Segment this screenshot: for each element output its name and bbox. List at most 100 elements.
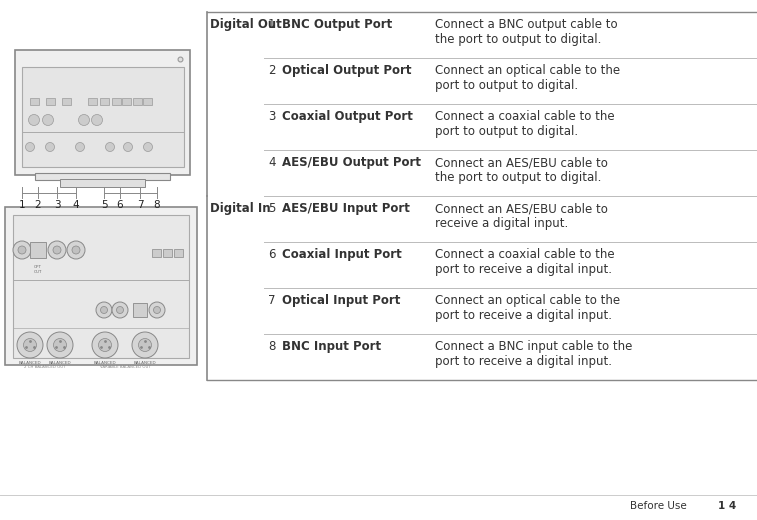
Text: port to output to digital.: port to output to digital. (435, 125, 578, 138)
Circle shape (96, 302, 112, 318)
Bar (35, 173, 170, 180)
Text: Connect a coaxial cable to the: Connect a coaxial cable to the (435, 110, 615, 123)
Circle shape (67, 241, 85, 259)
Text: Before Use: Before Use (630, 501, 687, 511)
Text: Digital In: Digital In (210, 202, 270, 215)
Bar (174, 249, 183, 257)
Text: BALANCED: BALANCED (134, 361, 156, 365)
Circle shape (79, 114, 89, 125)
Bar (122, 98, 131, 105)
Circle shape (123, 142, 132, 151)
Circle shape (132, 332, 158, 358)
Text: BALANCED: BALANCED (94, 361, 117, 365)
Text: port to receive a digital input.: port to receive a digital input. (435, 309, 612, 322)
Circle shape (29, 114, 39, 125)
Circle shape (149, 302, 165, 318)
Bar (30, 98, 39, 105)
Bar (5, 207, 197, 365)
Bar (22, 67, 184, 167)
Text: 4: 4 (268, 156, 276, 169)
Bar (163, 249, 172, 257)
Circle shape (53, 246, 61, 254)
Text: port to receive a digital input.: port to receive a digital input. (435, 263, 612, 276)
Circle shape (154, 306, 160, 314)
Text: BNC Output Port: BNC Output Port (282, 18, 392, 31)
Text: receive a digital input.: receive a digital input. (435, 217, 569, 230)
Text: 7: 7 (268, 294, 276, 307)
Text: the port to output to digital.: the port to output to digital. (435, 171, 601, 184)
Circle shape (98, 339, 111, 352)
Text: 1: 1 (268, 18, 276, 31)
Text: BNC Input Port: BNC Input Port (282, 340, 381, 353)
Text: 8: 8 (268, 340, 276, 353)
Text: 5: 5 (268, 202, 276, 215)
Circle shape (112, 302, 128, 318)
Bar (15, 50, 190, 175)
Circle shape (13, 241, 31, 259)
Bar (30, 242, 46, 258)
Text: port to receive a digital input.: port to receive a digital input. (435, 355, 612, 368)
Bar (133, 98, 142, 105)
Text: Connect a BNC output cable to: Connect a BNC output cable to (435, 18, 618, 31)
Text: Connect an AES/EBU cable to: Connect an AES/EBU cable to (435, 156, 608, 169)
Text: VARIABLE BALANCED OUT: VARIABLE BALANCED OUT (100, 365, 151, 369)
Circle shape (76, 142, 85, 151)
Text: Optical Input Port: Optical Input Port (282, 294, 400, 307)
Circle shape (92, 332, 118, 358)
Text: 3: 3 (268, 110, 276, 123)
Text: 7: 7 (137, 200, 143, 210)
Text: AES/EBU Input Port: AES/EBU Input Port (282, 202, 410, 215)
Text: 6: 6 (268, 248, 276, 261)
Text: 3: 3 (54, 200, 61, 210)
Bar (62, 98, 71, 105)
Circle shape (54, 339, 67, 352)
Bar (152, 249, 161, 257)
Circle shape (18, 246, 26, 254)
Text: Connect an AES/EBU cable to: Connect an AES/EBU cable to (435, 202, 608, 215)
Text: 2: 2 (35, 200, 42, 210)
Bar (60, 179, 145, 187)
Text: Coaxial Output Port: Coaxial Output Port (282, 110, 413, 123)
Circle shape (72, 246, 80, 254)
Bar (100, 98, 109, 105)
Circle shape (26, 142, 35, 151)
Text: the port to output to digital.: the port to output to digital. (435, 33, 601, 46)
Circle shape (47, 332, 73, 358)
Text: BALANCED: BALANCED (19, 361, 42, 365)
Text: 8: 8 (154, 200, 160, 210)
Bar (133, 303, 147, 317)
Text: 4: 4 (73, 200, 79, 210)
Circle shape (117, 306, 123, 314)
Bar (143, 98, 152, 105)
Circle shape (17, 332, 43, 358)
Text: BALANCED: BALANCED (48, 361, 71, 365)
Text: 2: 2 (268, 64, 276, 77)
Text: Optical Output Port: Optical Output Port (282, 64, 412, 77)
Text: Digital Out: Digital Out (210, 18, 282, 31)
Circle shape (92, 114, 102, 125)
Bar (46, 98, 55, 105)
Circle shape (48, 241, 66, 259)
Circle shape (23, 339, 36, 352)
Bar (88, 98, 97, 105)
Circle shape (144, 142, 152, 151)
Text: AES/EBU Output Port: AES/EBU Output Port (282, 156, 421, 169)
Text: Coaxial Input Port: Coaxial Input Port (282, 248, 402, 261)
Text: port to output to digital.: port to output to digital. (435, 79, 578, 92)
Text: Connect an optical cable to the: Connect an optical cable to the (435, 294, 620, 307)
Text: 6: 6 (117, 200, 123, 210)
Text: OPT
OUT: OPT OUT (34, 265, 42, 274)
Circle shape (45, 142, 55, 151)
Circle shape (42, 114, 54, 125)
Circle shape (139, 339, 151, 352)
Bar (112, 98, 121, 105)
Text: Connect a coaxial cable to the: Connect a coaxial cable to the (435, 248, 615, 261)
Circle shape (105, 142, 114, 151)
Text: Connect a BNC input cable to the: Connect a BNC input cable to the (435, 340, 632, 353)
Text: 1: 1 (19, 200, 25, 210)
Bar (13, 215, 189, 358)
Circle shape (101, 306, 107, 314)
Text: 2 CH BALANCED OUT: 2 CH BALANCED OUT (24, 365, 66, 369)
Text: Connect an optical cable to the: Connect an optical cable to the (435, 64, 620, 77)
Text: 1 4: 1 4 (718, 501, 737, 511)
